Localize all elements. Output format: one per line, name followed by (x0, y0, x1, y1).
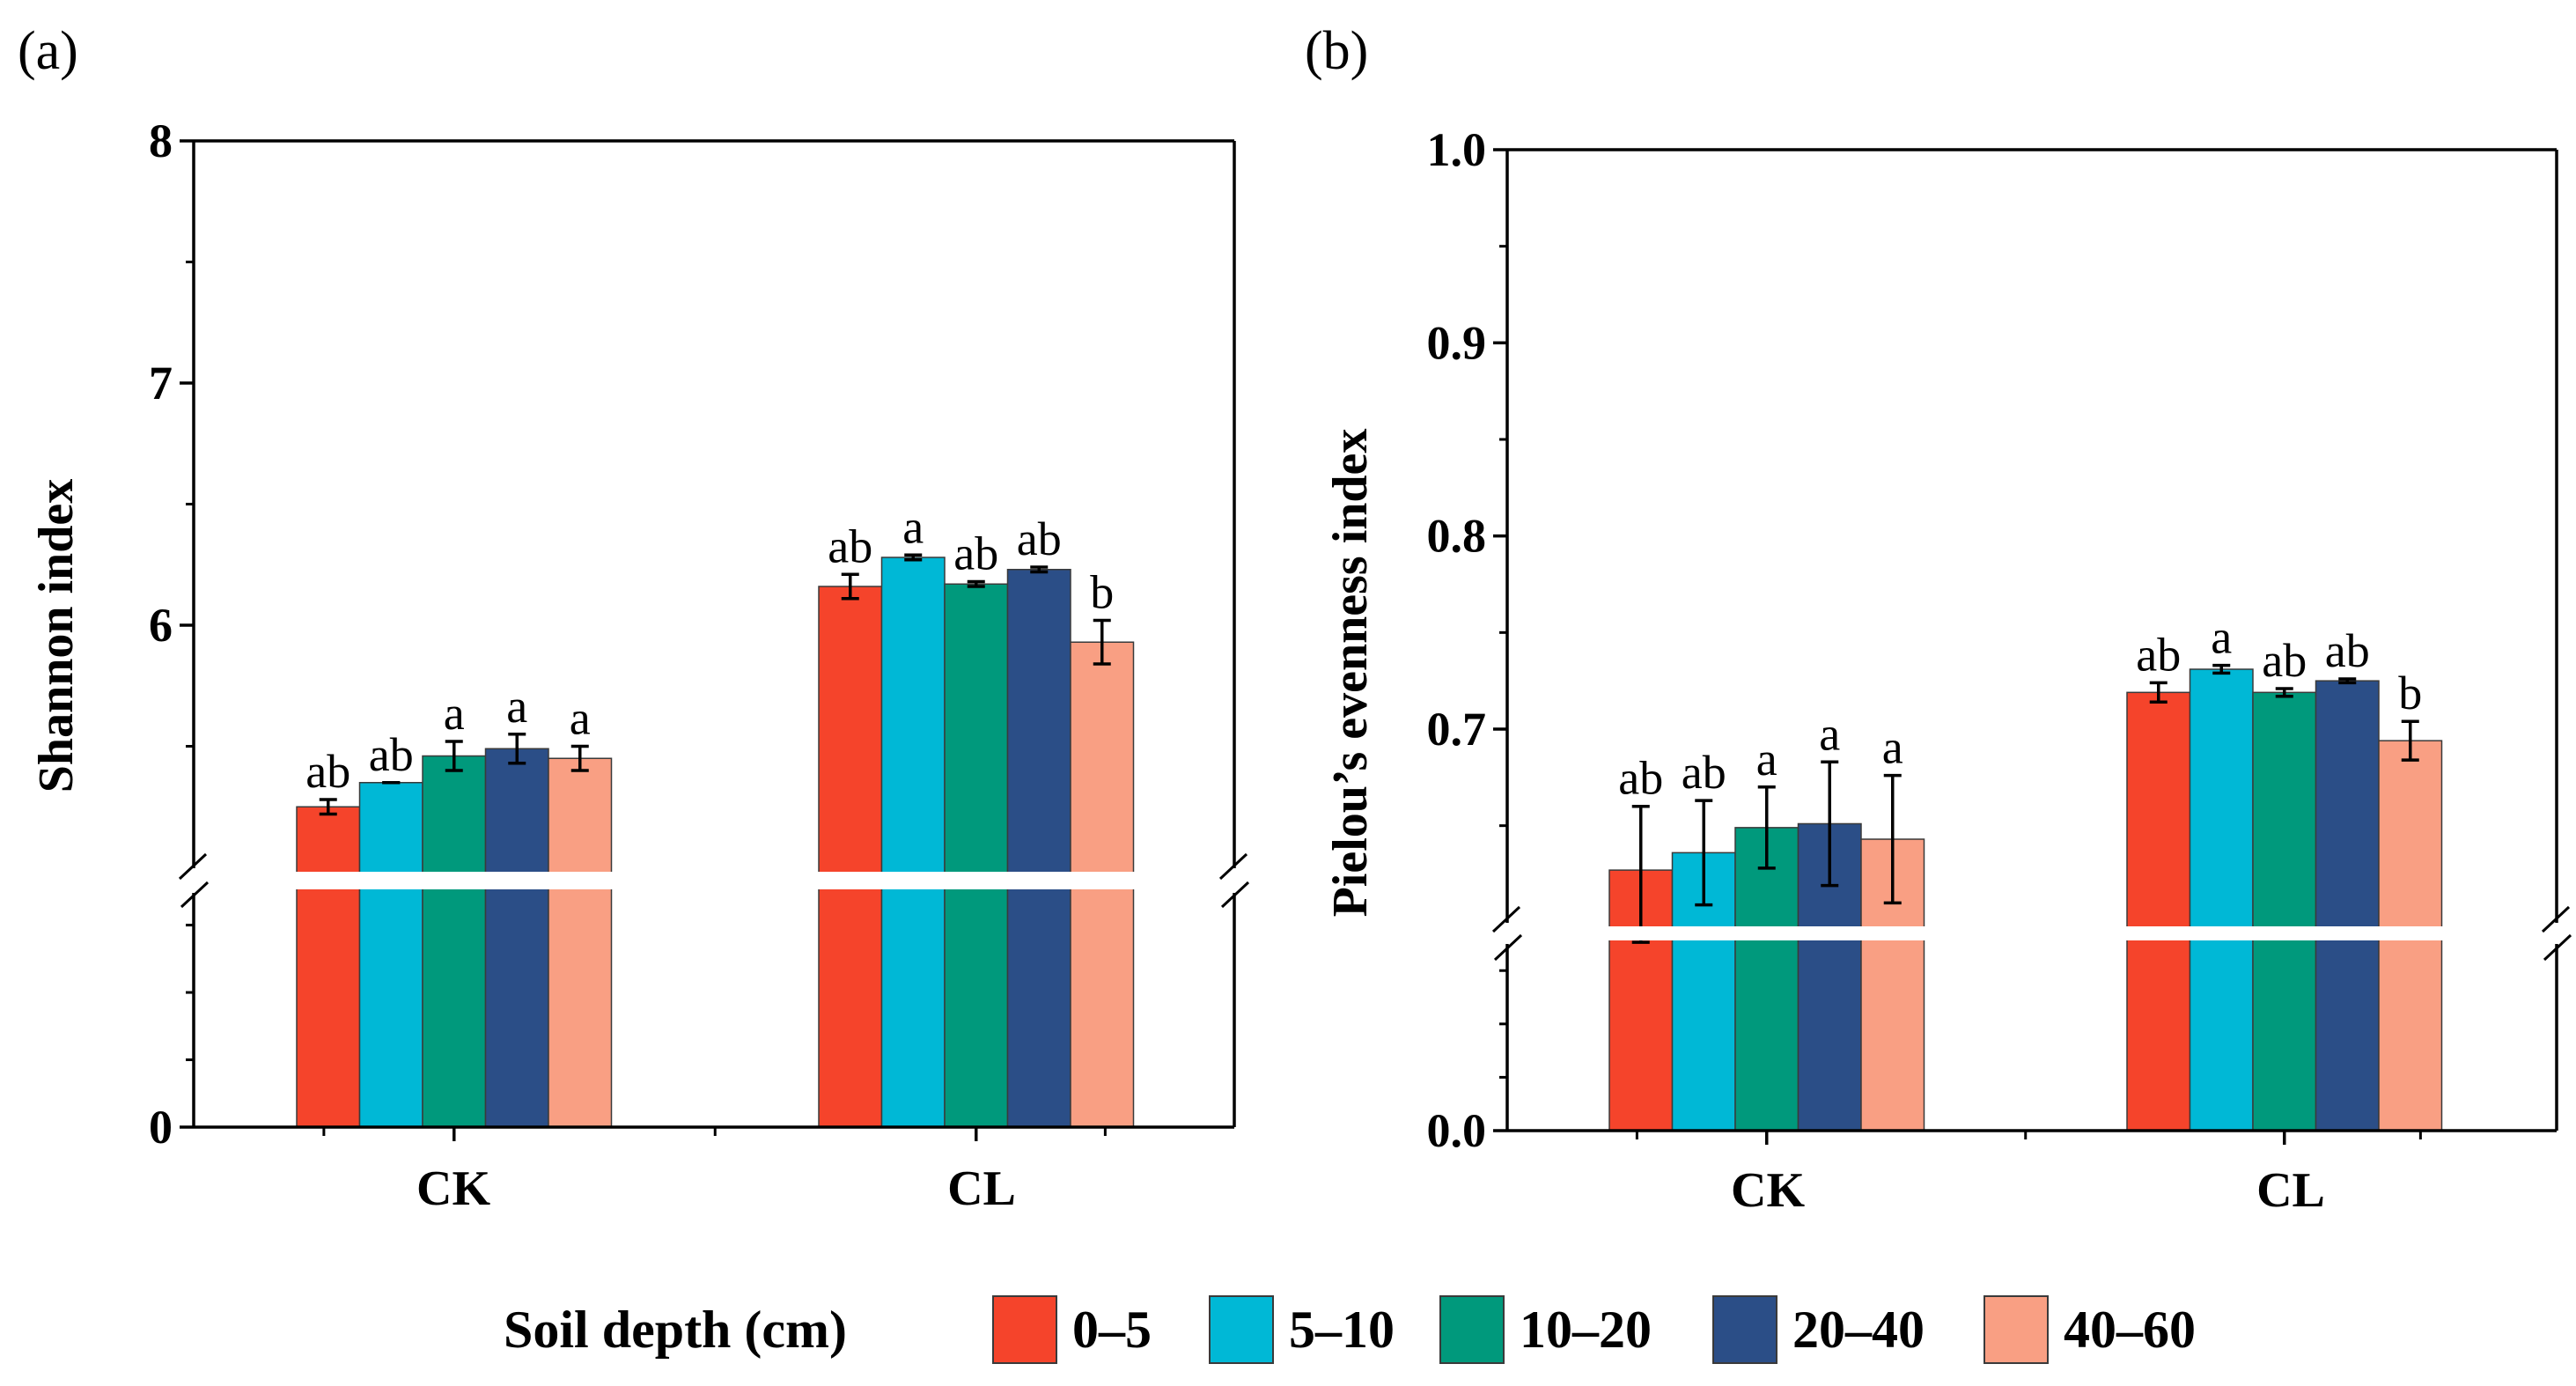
bar-cl-0 (2126, 691, 2191, 1132)
break-mark-right-2 (1220, 881, 1250, 909)
legend-label-0: 0–5 (1072, 1301, 1152, 1359)
significance-letter-cl-3: ab (1017, 512, 1062, 565)
bar-cl-2 (944, 583, 1009, 1128)
bar-ck-3 (484, 748, 549, 1128)
y-tick-label-2: 7 (149, 357, 173, 409)
legend-swatch-3 (1712, 1295, 1777, 1364)
significance-letter-ck-4: a (1882, 721, 1903, 774)
significance-letter-cl-0: ab (2136, 628, 2181, 681)
significance-letter-ck-1: ab (369, 728, 414, 781)
significance-letter-cl-4: b (1090, 566, 1114, 619)
significance-letter-cl-2: ab (953, 527, 998, 580)
legend-swatch-2 (1439, 1295, 1505, 1364)
significance-letter-ck-0: ab (305, 745, 350, 798)
significance-letter-ck-2: a (444, 687, 465, 740)
panel-b-label: (b) (1305, 21, 1368, 81)
break-mark-left-1 (1491, 905, 1521, 933)
significance-letter-ck-3: a (1819, 707, 1840, 760)
significance-letter-ck-0: ab (1618, 752, 1663, 805)
axis-break-band (1509, 926, 2555, 940)
panel-b-pielou-chart: (b) Pielou’s evenness index ab ab a a aab a ab… (1305, 21, 2572, 1218)
bar-ck-1 (358, 782, 423, 1128)
panel-b-x-tick-label-cl: CL (2256, 1163, 2325, 1218)
y-tick-label-4: 1.0 (1427, 123, 1487, 176)
bar-ck-2 (1734, 827, 1800, 1132)
legend-swatch-1 (1209, 1295, 1274, 1364)
axis-break-band (195, 872, 1233, 889)
significance-letter-ck-1: ab (1682, 746, 1726, 799)
legend-swatch-4 (1984, 1295, 2049, 1364)
panel-a-x-tick-label-ck: CK (416, 1161, 490, 1216)
significance-letter-cl-0: ab (828, 520, 872, 572)
break-mark-left-1 (178, 852, 208, 881)
bar-cl-1 (2189, 668, 2254, 1132)
y-tick-label-3: 8 (149, 114, 173, 167)
significance-letter-ck-4: a (570, 692, 591, 745)
y-tick-label-3: 0.9 (1427, 316, 1487, 369)
legend-label-1: 5–10 (1289, 1301, 1395, 1359)
bar-cl-3 (2315, 680, 2380, 1132)
significance-letter-ck-2: a (1756, 733, 1777, 785)
legend-label-2: 10–20 (1520, 1301, 1652, 1359)
legend-swatch-0 (992, 1295, 1057, 1364)
panel-a-x-tick-label-cl: CL (947, 1161, 1016, 1216)
break-mark-right-2 (2543, 933, 2572, 962)
y-tick-label-1: 6 (149, 599, 173, 652)
legend-title: Soil depth (cm) (504, 1301, 847, 1359)
y-tick-label-0: 0 (149, 1101, 173, 1154)
panel-b-x-tick-label-ck: CK (1731, 1163, 1805, 1218)
bar-ck-2 (422, 755, 487, 1128)
significance-letter-ck-3: a (506, 680, 527, 733)
break-mark-right-1 (2541, 905, 2571, 933)
panel-b-y-axis-title: Pielou’s evenness index (1323, 429, 1378, 918)
bar-cl-2 (2252, 691, 2317, 1132)
legend-label-4: 40–60 (2064, 1301, 2196, 1359)
significance-letter-cl-3: ab (2325, 624, 2370, 677)
significance-letter-cl-4: b (2398, 667, 2422, 719)
legend-label-3: 20–40 (1792, 1301, 1925, 1359)
bar-cl-3 (1006, 569, 1071, 1128)
significance-letter-cl-2: ab (2262, 634, 2307, 687)
significance-letter-cl-1: a (2211, 611, 2232, 664)
bar-ck-4 (548, 757, 613, 1128)
bar-cl-0 (818, 586, 883, 1128)
significance-letter-cl-1: a (902, 500, 924, 553)
y-tick-label-0: 0.0 (1427, 1104, 1487, 1157)
break-mark-right-1 (1218, 852, 1248, 881)
bar-ck-0 (296, 806, 361, 1128)
bar-cl-1 (880, 557, 946, 1128)
break-mark-left-2 (180, 881, 210, 909)
y-tick-label-1: 0.7 (1427, 703, 1487, 756)
panel-a-y-axis-title: Shannon index (29, 479, 84, 793)
y-tick-label-2: 0.8 (1427, 510, 1487, 563)
panel-a-label: (a) (18, 21, 78, 81)
break-mark-left-2 (1493, 933, 1523, 962)
legend: Soil depth (cm) 0–5 5–10 10–20 20–40 40–60 (504, 1295, 2196, 1364)
